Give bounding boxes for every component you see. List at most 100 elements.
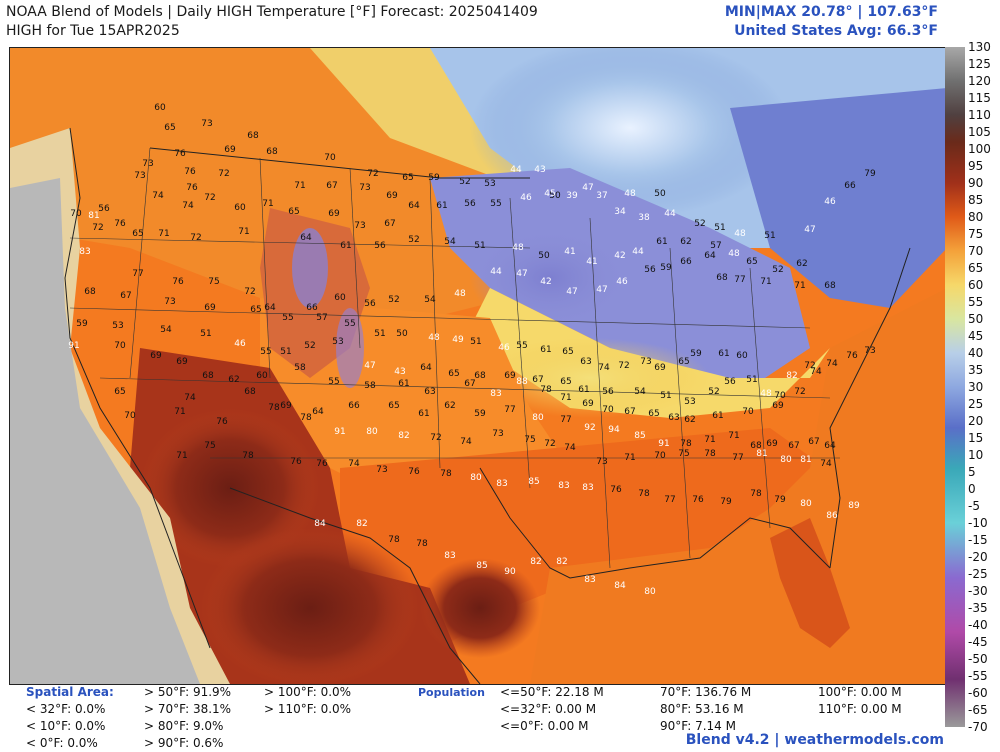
temperature-label: 74 (348, 459, 360, 469)
temperature-label: 74 (564, 443, 576, 453)
temperature-label: 47 (804, 225, 815, 235)
temperature-label: 78 (680, 439, 692, 449)
temperature-label: 55 (344, 319, 355, 329)
temperature-label: 55 (282, 313, 293, 323)
map-title: NOAA Blend of Models | Daily HIGH Temper… (6, 4, 538, 20)
temperature-label: 82 (356, 519, 367, 529)
minmax-readout: MIN|MAX 20.78° | 107.63°F (724, 4, 938, 20)
temperature-label: 68 (84, 287, 96, 297)
colorbar-tick-label: 85 (968, 193, 984, 207)
temperature-label: 81 (88, 211, 99, 221)
spatial-stat: < 32°F: 0.0% (26, 702, 106, 716)
temperature-label: 80 (644, 587, 656, 597)
temperature-label: 67 (532, 375, 543, 385)
temperature-label: 60 (154, 103, 166, 113)
temperature-label: 76 (184, 167, 196, 177)
temperature-label: 91 (658, 439, 669, 449)
temperature-label: 62 (680, 237, 691, 247)
temperature-label: 69 (176, 357, 188, 367)
temperature-label: 76 (610, 485, 622, 495)
temperature-label: 71 (158, 229, 169, 239)
temperature-label: 54 (634, 387, 646, 397)
colorbar-tick-label: -35 (968, 601, 988, 615)
temperature-label: 68 (474, 371, 486, 381)
temperature-label: 71 (794, 281, 805, 291)
temperature-label: 70 (114, 341, 126, 351)
temperature-label: 78 (416, 539, 428, 549)
population-stat: 100°F: 0.00 M (818, 685, 902, 699)
temperature-label: 56 (98, 204, 110, 214)
temperature-label: 47 (566, 287, 577, 297)
temperature-label: 66 (844, 181, 856, 191)
temperature-label: 46 (616, 277, 628, 287)
temperature-label: 48 (734, 229, 746, 239)
temperature-label: 43 (534, 165, 545, 175)
temperature-label: 68 (266, 147, 278, 157)
temperature-label: 46 (234, 339, 246, 349)
temperature-label: 65 (562, 347, 573, 357)
temperature-label: 68 (247, 131, 259, 141)
temperature-label: 63 (424, 387, 435, 397)
temperature-label: 71 (624, 453, 635, 463)
temperature-label: 51 (474, 241, 485, 251)
temperature-label: 69 (386, 191, 398, 201)
temperature-label: 68 (202, 371, 214, 381)
population-stat: 110°F: 0.00 M (818, 702, 902, 716)
temperature-label: 37 (596, 191, 607, 201)
temperature-label: 52 (772, 265, 783, 275)
temperature-label: 71 (560, 393, 571, 403)
temperature-label: 76 (316, 459, 328, 469)
temperature-label: 80 (366, 427, 378, 437)
temperature-label: 47 (596, 285, 607, 295)
spatial-area-col1: Spatial Area: < 32°F: 0.0% < 10°F: 0.0% … (26, 684, 114, 752)
colorbar-tick-label: 100 (968, 142, 991, 156)
temperature-label: 82 (398, 431, 409, 441)
temperature-label: 83 (79, 247, 90, 257)
colorbar-tick-label: -45 (968, 635, 988, 649)
colorbar-tick-label: -40 (968, 618, 988, 632)
temperature-label: 77 (504, 405, 515, 415)
temperature-label: 73 (596, 457, 607, 467)
temperature-label: 71 (262, 199, 273, 209)
temperature-label: 46 (824, 197, 836, 207)
temperature-label: 47 (582, 183, 593, 193)
temperature-label: 48 (760, 389, 772, 399)
temperature-label: 69 (280, 401, 292, 411)
temperature-label: 69 (504, 371, 516, 381)
temperature-label: 76 (216, 417, 228, 427)
temperature-label: 79 (864, 169, 876, 179)
temperature-label: 59 (474, 409, 486, 419)
colorbar-tick-label: -30 (968, 584, 988, 598)
colorbar-tick-label: -5 (968, 499, 980, 513)
temperature-label: 72 (794, 387, 805, 397)
temperature-label: 53 (332, 337, 343, 347)
temperature-label: 78 (638, 489, 650, 499)
temperature-label: 59 (428, 173, 440, 183)
temperature-label: 77 (132, 269, 143, 279)
temperature-label: 72 (430, 433, 441, 443)
temperature-label: 68 (750, 441, 762, 451)
temperature-label: 76 (114, 219, 126, 229)
temperature-label: 67 (120, 291, 131, 301)
temperature-label: 83 (582, 483, 593, 493)
temperature-label: 76 (174, 149, 186, 159)
temperature-label: 73 (864, 346, 875, 356)
temperature-label: 64 (824, 441, 836, 451)
temperature-label: 69 (582, 399, 594, 409)
canada-border-line (149, 147, 530, 179)
colorbar-tick-label: 20 (968, 414, 984, 428)
spatial-stat: < 10°F: 0.0% (26, 719, 106, 733)
temperature-label: 66 (348, 401, 360, 411)
west-coast-line (64, 127, 211, 649)
colorbar (945, 47, 965, 727)
temperature-label: 60 (234, 203, 246, 213)
us-average-readout: United States Avg: 66.3°F (734, 23, 938, 39)
population-stat: 70°F: 136.76 M (660, 685, 752, 699)
temperature-label: 64 (300, 233, 312, 243)
temperature-label: 50 (538, 251, 550, 261)
colorbar-tick-label: 30 (968, 380, 984, 394)
temperature-label: 70 (774, 391, 786, 401)
spatial-stat: > 110°F: 0.0% (264, 702, 352, 716)
temperature-label: 69 (224, 145, 236, 155)
temperature-label: 48 (428, 333, 440, 343)
